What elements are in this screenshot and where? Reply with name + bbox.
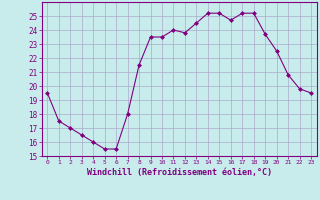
X-axis label: Windchill (Refroidissement éolien,°C): Windchill (Refroidissement éolien,°C) [87, 168, 272, 177]
